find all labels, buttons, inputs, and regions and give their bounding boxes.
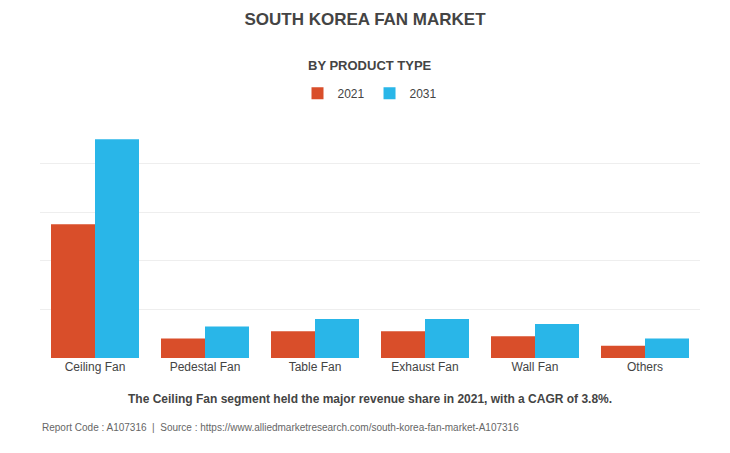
svg-text:2021: 2021 xyxy=(338,87,365,101)
svg-text:Pedestal Fan: Pedestal Fan xyxy=(170,360,241,374)
svg-text:Exhaust Fan: Exhaust Fan xyxy=(391,360,458,374)
svg-text:Others: Others xyxy=(627,360,663,374)
svg-text:Ceiling Fan: Ceiling Fan xyxy=(65,360,126,374)
svg-text:BY PRODUCT TYPE: BY PRODUCT TYPE xyxy=(308,58,432,73)
svg-text:SOUTH KOREA FAN MARKET: SOUTH KOREA FAN MARKET xyxy=(244,10,486,29)
svg-text:2031: 2031 xyxy=(410,87,437,101)
svg-text:The Ceiling Fan segment held t: The Ceiling Fan segment held the major r… xyxy=(128,392,612,406)
svg-text:Report Code : A107316 | Sour: Report Code : A107316 | Source : https:/… xyxy=(42,422,519,433)
svg-text:Wall Fan: Wall Fan xyxy=(512,360,559,374)
svg-text:Table Fan: Table Fan xyxy=(289,360,342,374)
